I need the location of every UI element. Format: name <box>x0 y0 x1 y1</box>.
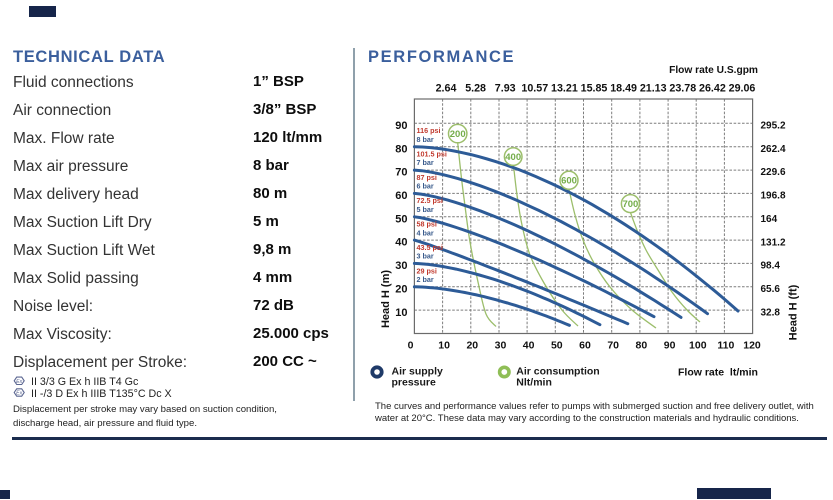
svg-text:Head H (m): Head H (m) <box>380 270 392 328</box>
svg-text:101.5 psi: 101.5 psi <box>417 150 447 159</box>
svg-text:60: 60 <box>395 190 407 202</box>
svg-text:Flow rate U.S.gpm: Flow rate U.S.gpm <box>669 65 758 76</box>
svg-text:10: 10 <box>438 339 450 351</box>
svg-text:0: 0 <box>408 339 414 351</box>
svg-text:87 psi: 87 psi <box>417 173 437 182</box>
svg-text:Head H (ft): Head H (ft) <box>788 284 800 340</box>
svg-text:15.85: 15.85 <box>581 82 608 94</box>
svg-text:600: 600 <box>561 176 577 187</box>
svg-text:50: 50 <box>395 213 407 225</box>
svg-text:98.4: 98.4 <box>761 261 781 272</box>
svg-text:65.6: 65.6 <box>761 284 781 295</box>
svg-text:400: 400 <box>505 152 521 163</box>
svg-text:43.5 psi: 43.5 psi <box>417 243 443 252</box>
svg-text:80: 80 <box>395 143 407 155</box>
svg-text:10.57: 10.57 <box>521 82 548 94</box>
svg-text:Air supply: Air supply <box>392 366 444 378</box>
svg-text:116 psi: 116 psi <box>417 126 441 135</box>
svg-text:Nlt/min: Nlt/min <box>516 376 552 388</box>
svg-text:4 bar: 4 bar <box>417 228 434 237</box>
svg-text:196.8: 196.8 <box>761 191 786 202</box>
svg-text:pressure: pressure <box>392 376 437 388</box>
svg-text:8 bar: 8 bar <box>417 135 434 144</box>
svg-text:Air consumption: Air consumption <box>516 366 599 378</box>
svg-text:40: 40 <box>395 237 407 249</box>
svg-text:700: 700 <box>622 199 638 210</box>
svg-text:7.93: 7.93 <box>495 82 516 94</box>
svg-text:262.4: 262.4 <box>761 144 786 155</box>
svg-text:131.2: 131.2 <box>761 237 786 248</box>
svg-text:90: 90 <box>664 339 676 351</box>
svg-text:50: 50 <box>551 339 563 351</box>
svg-text:29.06: 29.06 <box>729 82 756 94</box>
svg-text:80: 80 <box>636 339 648 351</box>
svg-text:110: 110 <box>717 339 734 351</box>
svg-text:3 bar: 3 bar <box>417 252 434 261</box>
svg-text:100: 100 <box>689 339 707 351</box>
svg-text:90: 90 <box>395 120 407 132</box>
svg-text:30: 30 <box>395 260 407 272</box>
svg-text:2.64: 2.64 <box>436 82 457 94</box>
svg-text:10: 10 <box>395 307 407 319</box>
svg-text:32.8: 32.8 <box>761 307 781 318</box>
svg-text:Ex: Ex <box>16 391 22 397</box>
svg-text:2 bar: 2 bar <box>417 275 434 284</box>
svg-text:70: 70 <box>607 339 619 351</box>
svg-text:21.13: 21.13 <box>640 82 667 94</box>
svg-text:72.5 psi: 72.5 psi <box>417 196 443 205</box>
svg-text:5.28: 5.28 <box>465 82 486 94</box>
svg-text:40: 40 <box>523 339 535 351</box>
svg-text:13.21: 13.21 <box>551 82 578 94</box>
svg-text:18.49: 18.49 <box>610 82 637 94</box>
svg-text:7 bar: 7 bar <box>417 158 434 167</box>
svg-text:120: 120 <box>743 339 761 351</box>
svg-text:200: 200 <box>450 129 466 140</box>
svg-text:60: 60 <box>579 339 591 351</box>
svg-text:164: 164 <box>761 214 778 225</box>
svg-text:30: 30 <box>495 339 507 351</box>
svg-text:20: 20 <box>466 339 478 351</box>
svg-text:70: 70 <box>395 167 407 179</box>
svg-text:29 psi: 29 psi <box>417 266 437 275</box>
svg-text:20: 20 <box>395 283 407 295</box>
svg-text:Ex: Ex <box>16 379 22 385</box>
svg-text:Flow rate lt/min: Flow rate lt/min <box>678 366 758 378</box>
svg-text:5 bar: 5 bar <box>417 205 434 214</box>
svg-text:26.42: 26.42 <box>699 82 726 94</box>
svg-text:23.78: 23.78 <box>669 82 696 94</box>
svg-text:6 bar: 6 bar <box>417 182 434 191</box>
svg-text:229.6: 229.6 <box>761 167 786 178</box>
svg-text:58 psi: 58 psi <box>417 220 437 229</box>
svg-text:295.2: 295.2 <box>761 121 786 132</box>
